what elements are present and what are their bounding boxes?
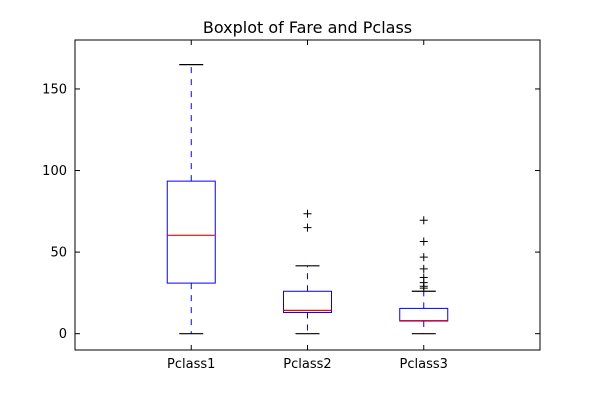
y-axis: 0 50 100 150	[42, 82, 540, 342]
y-tick-label: 50	[50, 246, 67, 261]
iqr-box	[166, 180, 216, 284]
iqr-box	[399, 307, 449, 322]
outlier-point	[419, 264, 428, 273]
y-tick-label: 0	[59, 327, 67, 342]
y-tick-label: 150	[42, 82, 67, 97]
outlier-point	[419, 253, 428, 262]
outlier-point	[303, 209, 312, 218]
x-tick-label: Pclass2	[283, 357, 331, 372]
x-axis: Pclass1 Pclass2 Pclass3	[167, 40, 448, 372]
y-tick-label: 100	[42, 164, 67, 179]
outlier-point	[419, 216, 428, 225]
chart-title: Boxplot of Fare and Pclass	[203, 18, 412, 37]
box-group-pclass3	[399, 216, 449, 335]
outlier-point	[303, 223, 312, 232]
plot-marks	[166, 64, 449, 335]
x-tick-label: Pclass3	[400, 357, 448, 372]
iqr-box	[283, 290, 332, 313]
box-group-pclass2	[283, 209, 332, 335]
x-tick-label: Pclass1	[167, 357, 215, 372]
outlier-point	[419, 237, 428, 246]
outlier-point	[419, 273, 428, 282]
box-group-pclass1	[166, 64, 216, 335]
